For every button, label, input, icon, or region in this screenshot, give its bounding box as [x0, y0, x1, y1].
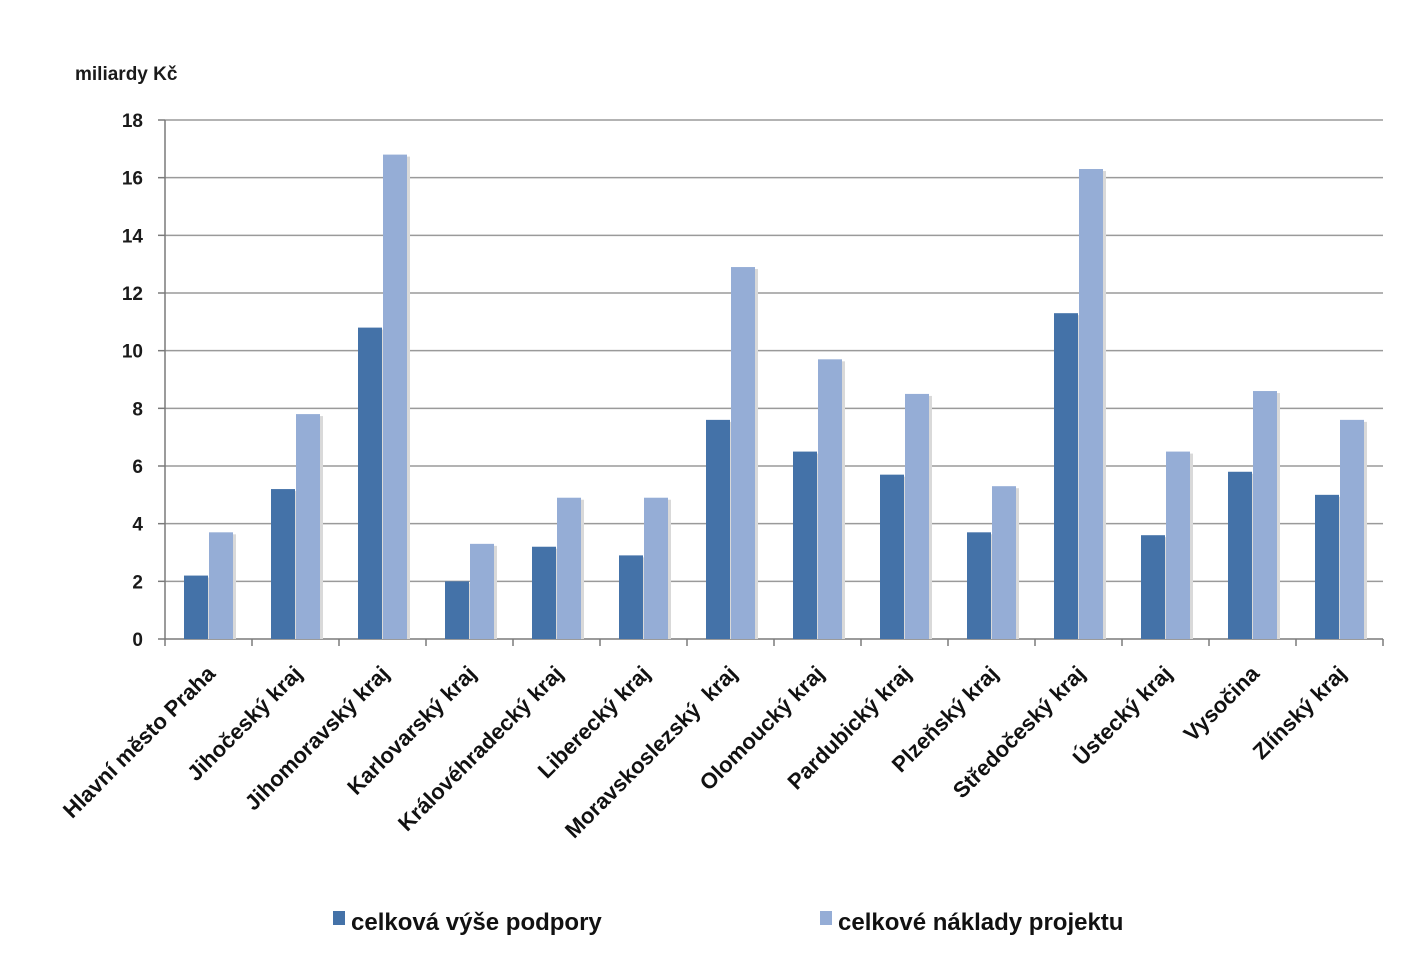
- x-tick-label: Vysočina: [1179, 660, 1265, 746]
- y-tick-label: 16: [122, 169, 143, 190]
- bar-celkova-vyse-podpory: [358, 327, 382, 639]
- bar-celkova-vyse-podpory: [706, 419, 730, 639]
- bar-celkove-naklady-projektu: [557, 497, 581, 639]
- bar-celkova-vyse-podpory: [793, 451, 817, 639]
- bar-celkova-vyse-podpory: [445, 581, 469, 639]
- legend-label: celková výše podpory: [351, 909, 602, 936]
- legend-swatch: [333, 911, 345, 925]
- bar-celkove-naklady-projektu: [1166, 451, 1190, 639]
- bar-celkove-naklady-projektu: [1079, 169, 1103, 639]
- bar-celkova-vyse-podpory: [271, 489, 295, 639]
- x-tick-label: Jihomoravský kraj: [240, 661, 394, 815]
- y-tick-label: 4: [132, 515, 143, 536]
- bar-celkova-vyse-podpory: [532, 546, 556, 639]
- bar-celkova-vyse-podpory: [1141, 535, 1165, 639]
- bar-celkove-naklady-projektu: [296, 414, 320, 639]
- legend-swatch: [820, 911, 832, 925]
- bar-celkove-naklady-projektu: [209, 532, 233, 639]
- x-tick-label: Královéhradecký kraj: [393, 661, 568, 836]
- y-tick-label: 14: [122, 226, 144, 247]
- y-tick-label: 12: [122, 284, 143, 305]
- bar-celkove-naklady-projektu: [383, 154, 407, 639]
- y-tick-label: 0: [132, 630, 143, 651]
- legend-label: celkové náklady projektu: [838, 909, 1123, 936]
- bar-celkove-naklady-projektu: [992, 486, 1016, 639]
- x-tick-label: Zlínský kraj: [1248, 661, 1351, 764]
- bar-celkova-vyse-podpory: [1054, 313, 1078, 639]
- bar-celkova-vyse-podpory: [880, 474, 904, 639]
- y-tick-label: 2: [132, 572, 143, 593]
- y-axis-label: miliardy Kč: [75, 64, 178, 85]
- bar-celkove-naklady-projektu: [1253, 391, 1277, 639]
- bar-celkova-vyse-podpory: [1315, 494, 1339, 639]
- bar-celkova-vyse-podpory: [619, 555, 643, 639]
- y-tick-label: 8: [132, 399, 143, 420]
- y-tick-label: 6: [132, 457, 143, 478]
- bar-celkove-naklady-projektu: [818, 359, 842, 639]
- bar-celkove-naklady-projektu: [644, 497, 668, 639]
- bars: [184, 154, 1367, 639]
- y-tick-labels: 0 2 4 6 8 10 12 14 16 18: [122, 111, 144, 651]
- bar-celkove-naklady-projektu: [731, 267, 755, 639]
- x-tick-label: Moravskoslezský kraj: [560, 661, 742, 843]
- bar-celkove-naklady-projektu: [470, 543, 494, 639]
- x-tick-label: Hlavní město Praha: [58, 660, 221, 823]
- bar-celkova-vyse-podpory: [967, 532, 991, 639]
- bar-celkova-vyse-podpory: [184, 575, 208, 639]
- y-tick-label: 18: [122, 111, 143, 132]
- bar-celkove-naklady-projektu: [905, 393, 929, 639]
- y-tick-label: 10: [122, 342, 143, 363]
- bar-celkove-naklady-projektu: [1340, 419, 1364, 639]
- legend: celková výše podpory celkové náklady proj…: [333, 909, 1123, 936]
- gridlines: [165, 119, 1383, 583]
- axes: [158, 119, 1384, 646]
- bar-celkova-vyse-podpory: [1228, 471, 1252, 639]
